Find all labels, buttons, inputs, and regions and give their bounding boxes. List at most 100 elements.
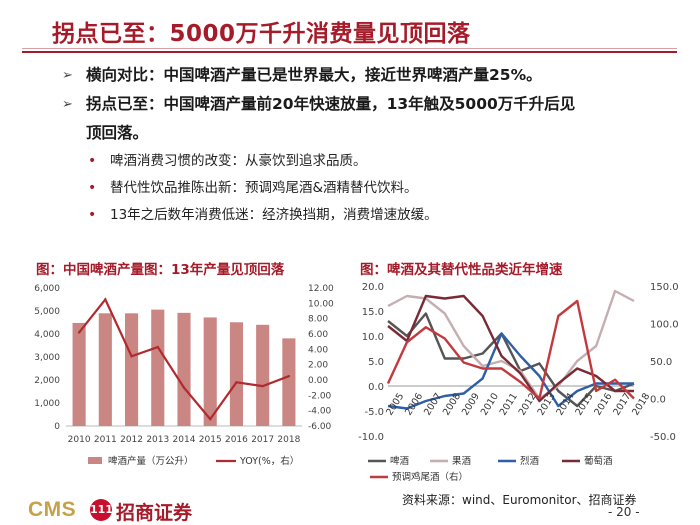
- series-line: [387, 312, 635, 408]
- y-right-tick-label: -6.00: [308, 422, 332, 432]
- y-right-tick-label: 6.00: [308, 330, 328, 340]
- bullet-text: 横向对比：中国啤酒产量已是世界最大，接近世界啤酒产量25%。: [86, 66, 542, 84]
- yoy-point: [130, 355, 133, 358]
- x-tick-label: 2011: [498, 391, 520, 417]
- y-left-tick-label: 5.0: [368, 357, 384, 368]
- legend-line-label: YOY(%，右）: [239, 455, 299, 467]
- chart2-title: 图：啤酒及其替代性品类近年增速: [360, 262, 563, 278]
- bullet-text: 拐点已至：中国啤酒产量前20年快速放量，13年触及5000万千升后见: [86, 95, 576, 113]
- y-left-tick-label: 20.0: [362, 282, 384, 293]
- yoy-point: [209, 417, 212, 421]
- sub-bullet-item: • 啤酒消费习惯的改变：从豪饮到追求品质。: [60, 148, 680, 175]
- slide-title: 拐点已至：5000万千升消费量见顶回落: [52, 21, 471, 47]
- bullet-item: ➢ 拐点已至：中国啤酒产量前20年快速放量，13年触及5000万千升后见: [60, 90, 680, 119]
- yoy-point: [182, 386, 186, 389]
- x-tick-label: 2017: [251, 435, 274, 445]
- sub-bullet-text: 13年之后数年消费低迷：经济换挡期，消费增速放缓。: [110, 207, 438, 223]
- dot-bullet-icon: •: [88, 180, 97, 196]
- arrow-bullet-icon: ➢: [62, 97, 73, 112]
- dot-bullet-icon: •: [88, 153, 97, 169]
- x-tick-label: 2010: [68, 435, 91, 445]
- bar: [256, 324, 270, 426]
- logo-company-name: 招商证券: [116, 502, 193, 524]
- y-right-tick-label: 4.00: [308, 345, 328, 355]
- x-tick-label: 2009: [460, 391, 482, 417]
- x-tick-label: 2012: [120, 435, 143, 445]
- y-left-tick-label: 0: [54, 422, 60, 432]
- title-bar: 拐点已至：5000万千升消费量见顶回落: [0, 0, 700, 56]
- y-right-tick-label: -2.00: [308, 391, 332, 401]
- y-right-tick-label: 0.0: [650, 395, 666, 406]
- x-tick-label: 2010: [479, 391, 501, 417]
- dot-bullet-icon: •: [88, 207, 97, 223]
- beer-substitutes-growth-chart: -10.0 -5.0 0.0 5.0 10.0 15.0 20.0 -50.0 0.0 50.0 1…: [358, 282, 679, 483]
- legend-label: 预调鸡尾酒（右）: [392, 471, 468, 483]
- y-left-tick-label: 0.0: [368, 382, 384, 393]
- yoy-point: [104, 298, 107, 301]
- y-right-tick-label: 50.0: [650, 357, 672, 368]
- legend-label: 烈酒: [520, 456, 540, 467]
- x-tick-label: 2016: [225, 435, 248, 445]
- y-right-tick-label: -50.0: [650, 432, 676, 443]
- legend-bar-swatch: [88, 457, 102, 464]
- y-left-tick-label: -5.0: [364, 407, 384, 418]
- bar: [151, 309, 165, 426]
- x-tick-label: 2006: [403, 391, 425, 417]
- yoy-point: [235, 381, 238, 384]
- yoy-point: [261, 384, 264, 388]
- y-right-tick-label: 100.0: [650, 320, 679, 331]
- page-number: - 20 -: [608, 505, 640, 519]
- arrow-bullet-icon: ➢: [62, 68, 73, 83]
- y-right-tick-label: 8.00: [308, 315, 328, 325]
- title-rule: [22, 51, 677, 53]
- bullet-list: ➢ 横向对比：中国啤酒产量已是世界最大，接近世界啤酒产量25%。 ➢ 拐点已至：…: [60, 61, 680, 229]
- x-tick-label: 2011: [94, 435, 117, 445]
- legend-bar-label: 啤酒产量（万公升）: [108, 455, 194, 467]
- x-tick-label: 2012: [517, 391, 539, 417]
- y-right-tick-label: 2.00: [308, 361, 328, 371]
- y-right-tick-label: 10.00: [308, 299, 334, 309]
- y-left-tick-label: 6,000: [34, 284, 60, 294]
- source-note: 资料来源：wind、Euromonitor、招商证券: [402, 493, 637, 507]
- bar: [177, 312, 191, 426]
- beer-production-chart: 0 1,000 2,000 3,000 4,000 5,000 6,000 -6.00 -4.0…: [34, 284, 334, 467]
- yoy-point: [287, 374, 291, 378]
- y-left-tick-label: 2,000: [34, 376, 60, 386]
- bar: [203, 317, 217, 426]
- series-line: [387, 332, 634, 410]
- x-tick-label: 2015: [199, 435, 222, 445]
- x-tick-label: 2007: [422, 391, 444, 417]
- x-tick-label: 2014: [173, 435, 196, 445]
- bullet-item: ➢ 横向对比：中国啤酒产量已是世界最大，接近世界啤酒产量25%。: [60, 61, 680, 90]
- y-left-tick-label: -10.0: [358, 432, 384, 443]
- legend-label: 果酒: [452, 456, 472, 467]
- y-left-tick-label: 4,000: [34, 330, 60, 340]
- y-right-tick-label: 12.00: [308, 284, 334, 294]
- series-line: [386, 299, 635, 400]
- bar: [229, 322, 243, 426]
- logo-badge-icon: 111: [90, 499, 113, 521]
- yoy-point: [156, 345, 159, 349]
- yoy-point: [77, 331, 81, 334]
- y-right-tick-label: 150.0: [650, 282, 679, 293]
- bullet-item-continued: 顶回落。: [60, 119, 680, 148]
- sub-bullet-text: 替代性饮品推陈出新：预调鸡尾酒&酒精替代饮料。: [110, 180, 418, 196]
- bar: [98, 313, 112, 426]
- y-left-tick-label: 1,000: [34, 399, 60, 409]
- y-right-tick-label: -4.00: [308, 407, 332, 417]
- x-tick-label: 2016: [592, 391, 614, 417]
- x-tick-label: 2013: [146, 435, 169, 445]
- sub-bullet-text: 啤酒消费习惯的改变：从豪饮到追求品质。: [110, 153, 367, 169]
- x-tick-label: 2005: [384, 391, 406, 417]
- bar: [282, 338, 296, 426]
- title-rule-thin: [22, 48, 677, 49]
- x-tick-label: 2018: [277, 435, 300, 445]
- bar: [125, 313, 139, 426]
- bar: [72, 322, 86, 426]
- x-tick-label: 2017: [611, 391, 633, 417]
- sub-bullet-item: • 13年之后数年消费低迷：经济换挡期，消费增速放缓。: [60, 202, 680, 229]
- y-left-tick-label: 3,000: [34, 353, 60, 363]
- logo-cms-text: CMS: [28, 498, 77, 521]
- bullet-text: 顶回落。: [86, 124, 149, 142]
- y-left-tick-label: 5,000: [34, 307, 60, 317]
